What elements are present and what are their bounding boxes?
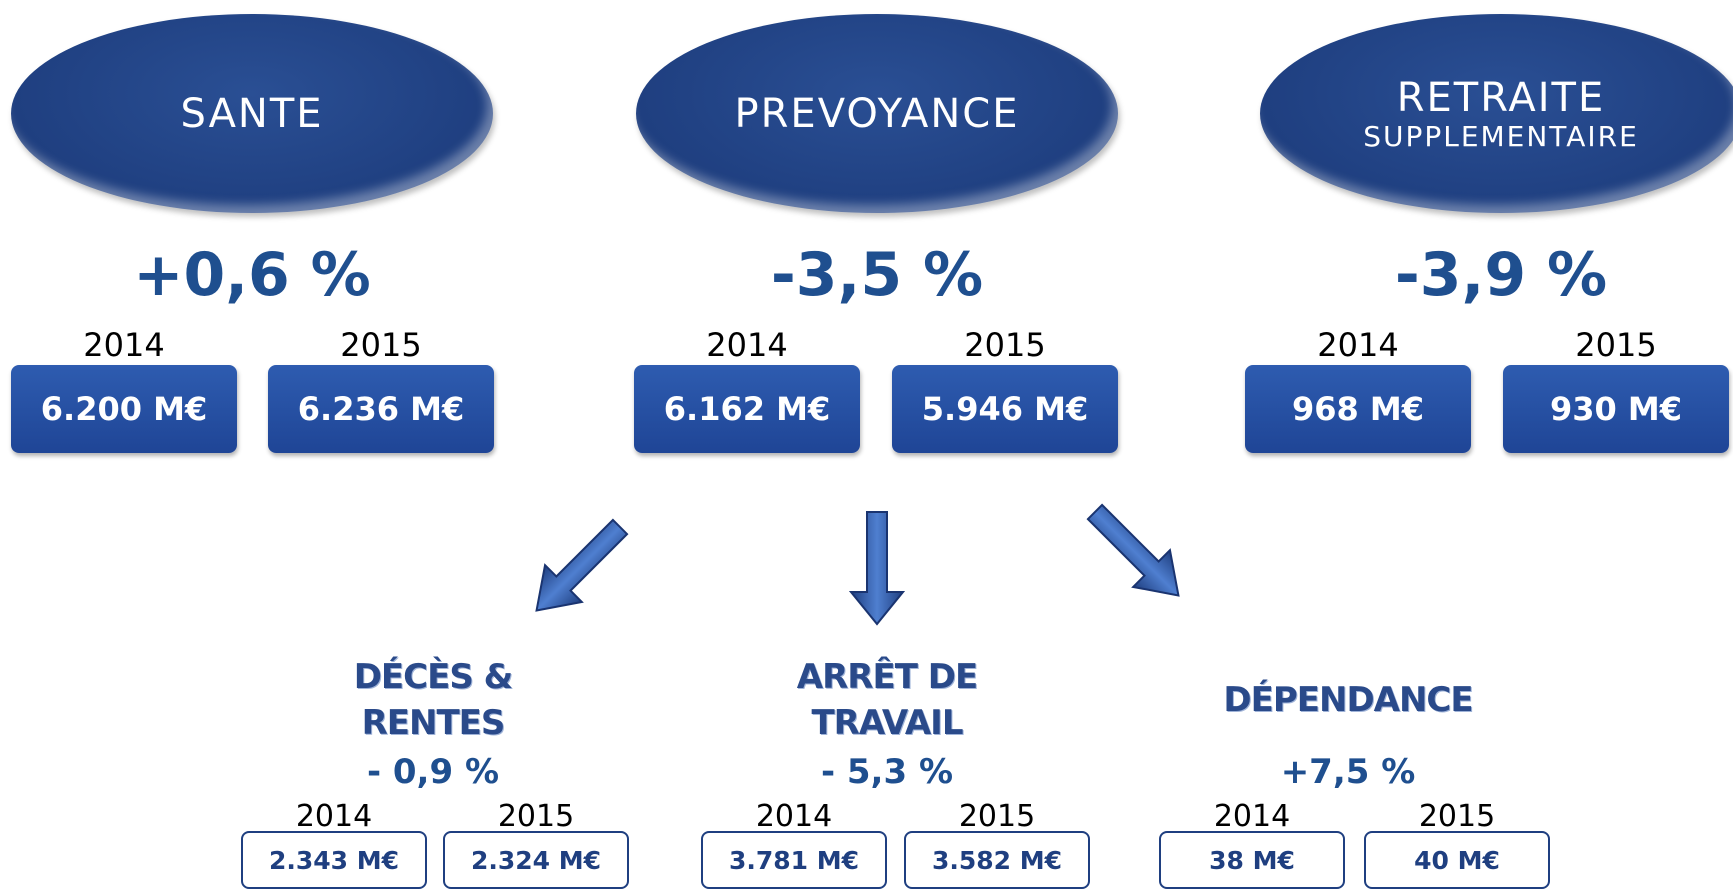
year-label: 2014 (83, 326, 165, 364)
year-label: 2015 (958, 799, 1036, 834)
year-label: 2015 (1418, 799, 1496, 834)
section-change: +0,6 % (133, 240, 371, 310)
year-label: 2014 (1213, 799, 1291, 834)
section-ellipse: SANTE (11, 14, 493, 213)
year-label: 2015 (340, 326, 422, 364)
subsection-title-line: DÉPENDANCE (1223, 680, 1473, 720)
section-title: SUPPLEMENTAIRE (1363, 119, 1639, 153)
value-box: 930 M€ (1503, 365, 1729, 453)
year-label: 2014 (706, 326, 788, 364)
section-ellipse: RETRAITE SUPPLEMENTAIRE (1260, 14, 1733, 213)
year-label: 2014 (1317, 326, 1399, 364)
value-box: 6.200 M€ (11, 365, 237, 453)
subsection-title-line: TRAVAIL (811, 703, 963, 743)
section-title: SANTE (180, 90, 324, 137)
year-label: 2014 (755, 799, 833, 834)
value-box: 38 M€ (1159, 831, 1345, 889)
section-change: -3,9 % (1394, 240, 1608, 310)
section-title: RETRAITE (1396, 74, 1606, 121)
value-box: 3.582 M€ (904, 831, 1090, 889)
subsection-title: DÉCÈS & RENTES (263, 652, 603, 748)
section-ellipse: PREVOYANCE (636, 14, 1118, 213)
subsection-title-line: RENTES (361, 703, 506, 743)
subsection-title: DÉPENDANCE (1178, 652, 1518, 748)
arrow-down (848, 511, 906, 626)
value-box: 3.781 M€ (701, 831, 887, 889)
subsection-change: - 5,3 % (820, 752, 954, 792)
value-box: 968 M€ (1245, 365, 1471, 453)
year-label: 2014 (295, 799, 373, 834)
subsection-title-line: DÉCÈS & (353, 657, 514, 697)
section-title: PREVOYANCE (734, 90, 1020, 137)
value-box: 5.946 M€ (892, 365, 1118, 453)
value-box: 2.324 M€ (443, 831, 629, 889)
value-box: 6.162 M€ (634, 365, 860, 453)
subsection-change: - 0,9 % (366, 752, 500, 792)
subsection-change: +7,5 % (1280, 752, 1416, 792)
year-label: 2015 (497, 799, 575, 834)
section-change: -3,5 % (770, 240, 984, 310)
value-box: 2.343 M€ (241, 831, 427, 889)
subsection-title-line: ARRÊT DE (796, 657, 978, 697)
arrow-left (535, 518, 629, 612)
arrow-right (1086, 503, 1180, 597)
subsection-title: ARRÊT DE TRAVAIL (717, 652, 1057, 748)
value-box: 40 M€ (1364, 831, 1550, 889)
year-label: 2015 (964, 326, 1046, 364)
year-label: 2015 (1575, 326, 1657, 364)
value-box: 6.236 M€ (268, 365, 494, 453)
